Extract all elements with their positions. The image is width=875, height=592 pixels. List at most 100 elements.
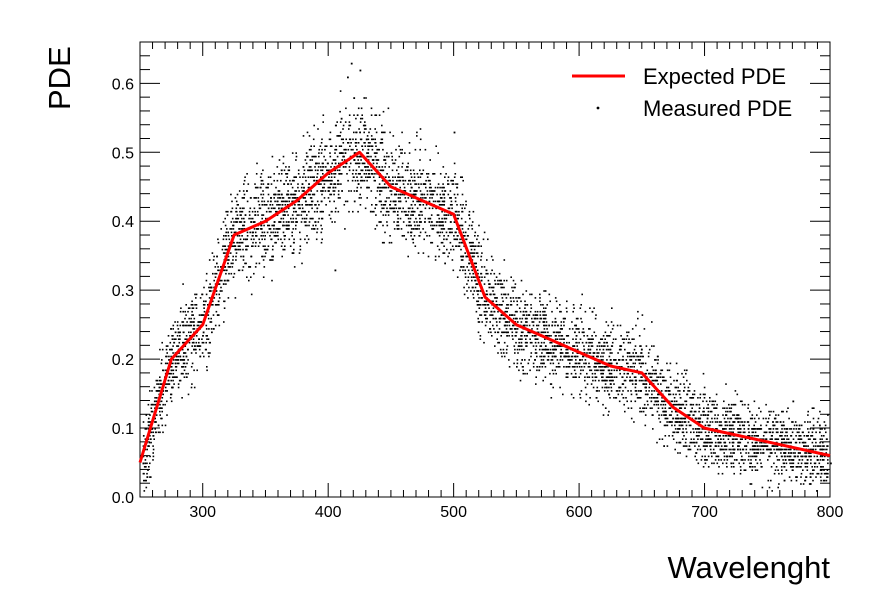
measured-point <box>783 441 785 444</box>
measured-point <box>389 204 391 206</box>
measured-point <box>182 359 184 361</box>
measured-point <box>206 369 208 372</box>
measured-point <box>468 210 471 213</box>
measured-point <box>523 314 525 316</box>
measured-point <box>627 331 630 334</box>
measured-point <box>190 317 192 320</box>
measured-point <box>539 345 542 347</box>
measured-point <box>791 421 793 423</box>
measured-point <box>324 145 326 147</box>
measured-point <box>811 407 814 409</box>
measured-point <box>283 183 286 185</box>
measured-point <box>659 372 662 375</box>
measured-point <box>205 348 207 351</box>
measured-point <box>263 231 266 234</box>
measured-point <box>703 397 706 399</box>
measured-point <box>754 469 757 471</box>
measured-point <box>357 159 359 161</box>
measured-point <box>567 359 569 361</box>
measured-point <box>613 397 615 399</box>
measured-point <box>251 217 254 220</box>
measured-point <box>684 407 686 409</box>
measured-point <box>166 345 169 347</box>
measured-point <box>593 307 595 309</box>
measured-point <box>782 462 785 465</box>
measured-point <box>728 421 731 423</box>
measured-point <box>534 317 537 320</box>
measured-point <box>360 176 363 178</box>
measured-point <box>781 441 783 444</box>
measured-point <box>580 369 582 372</box>
measured-point <box>292 241 295 244</box>
measured-point <box>683 421 686 423</box>
measured-point <box>705 400 708 403</box>
measured-point <box>809 452 811 454</box>
measured-point <box>573 366 575 368</box>
measured-point <box>818 462 821 465</box>
measured-point <box>241 228 244 230</box>
measured-point <box>459 204 462 206</box>
measured-point <box>419 176 422 178</box>
measured-point <box>607 348 610 351</box>
measured-point <box>366 176 369 178</box>
measured-point <box>733 466 735 468</box>
measured-point <box>392 210 395 213</box>
measured-point <box>397 214 399 216</box>
measured-point <box>721 472 724 475</box>
measured-point <box>155 421 157 423</box>
measured-point <box>337 190 340 192</box>
measured-point <box>399 193 402 196</box>
measured-point <box>478 245 480 247</box>
measured-point <box>686 393 688 396</box>
measured-point <box>365 173 368 175</box>
measured-point <box>650 400 653 403</box>
measured-point <box>270 197 272 199</box>
measured-point <box>361 117 364 120</box>
measured-point <box>654 379 656 382</box>
measured-point <box>509 314 511 316</box>
measured-point <box>485 269 488 272</box>
measured-point <box>205 328 208 330</box>
measured-point <box>503 259 506 261</box>
measured-point <box>231 207 234 210</box>
measured-point <box>175 355 178 358</box>
measured-point <box>195 352 197 354</box>
measured-point <box>482 238 485 241</box>
measured-point <box>733 452 735 454</box>
measured-point <box>202 341 205 344</box>
measured-point <box>761 438 764 440</box>
measured-point <box>640 366 642 368</box>
measured-point <box>195 335 198 337</box>
measured-point <box>453 193 456 196</box>
measured-point <box>534 348 537 351</box>
measured-point <box>698 403 701 406</box>
measured-point <box>478 241 480 244</box>
measured-point <box>540 304 542 306</box>
measured-point <box>396 169 398 172</box>
measured-point <box>356 176 358 178</box>
measured-point <box>589 338 591 340</box>
measured-point <box>260 183 263 185</box>
measured-point <box>422 197 424 199</box>
measured-point <box>756 428 759 430</box>
measured-point <box>230 193 232 196</box>
measured-point <box>276 231 279 234</box>
measured-point <box>801 459 804 461</box>
measured-point <box>293 238 295 241</box>
measured-point <box>422 228 424 230</box>
measured-point <box>586 372 588 375</box>
measured-point <box>661 369 664 372</box>
measured-point <box>252 241 254 244</box>
measured-point <box>193 321 195 323</box>
measured-point <box>342 155 344 158</box>
measured-point <box>681 431 684 434</box>
measured-point <box>242 224 244 227</box>
y-tick-label: 0.4 <box>112 214 134 231</box>
measured-point <box>610 386 613 389</box>
measured-point <box>631 379 634 382</box>
measured-point <box>751 445 754 447</box>
measured-point <box>330 193 333 196</box>
measured-point <box>262 214 265 216</box>
measured-point <box>725 435 728 437</box>
measured-point <box>816 445 819 447</box>
